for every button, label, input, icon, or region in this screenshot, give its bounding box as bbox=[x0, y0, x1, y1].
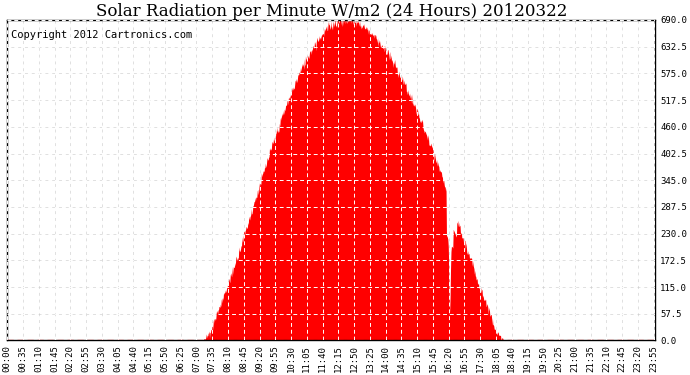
Text: Copyright 2012 Cartronics.com: Copyright 2012 Cartronics.com bbox=[10, 30, 192, 39]
Title: Solar Radiation per Minute W/m2 (24 Hours) 20120322: Solar Radiation per Minute W/m2 (24 Hour… bbox=[96, 3, 567, 20]
